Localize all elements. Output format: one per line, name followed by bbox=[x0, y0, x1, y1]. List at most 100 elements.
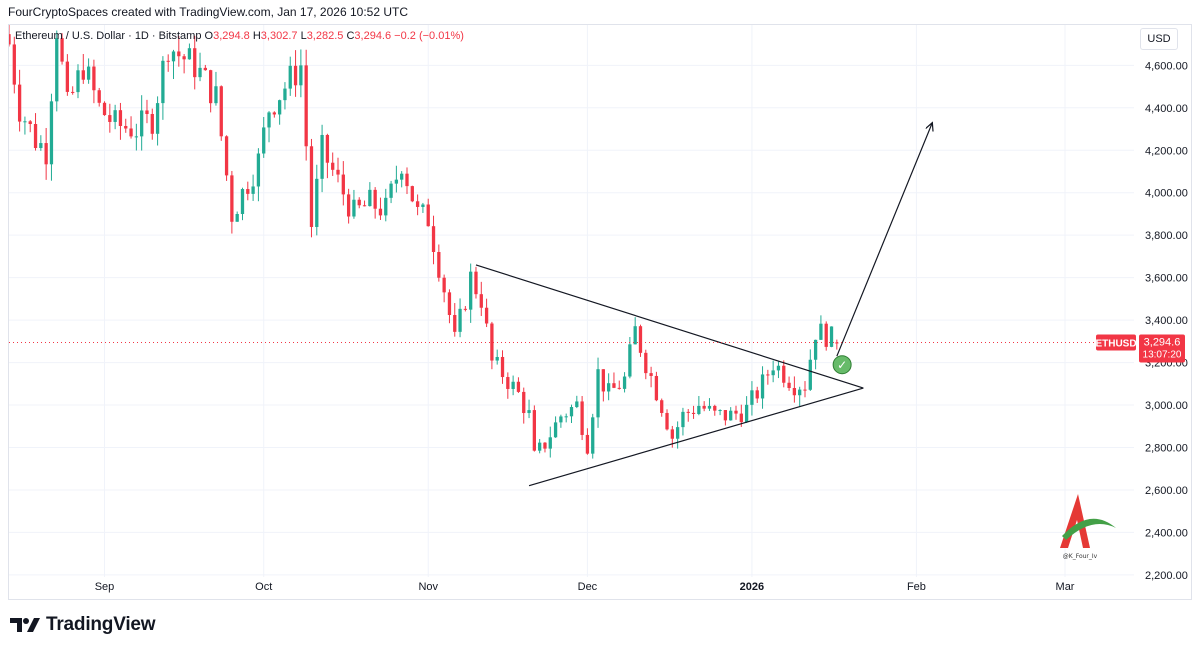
candle bbox=[262, 117, 266, 158]
candle bbox=[792, 376, 797, 403]
candle bbox=[198, 52, 202, 82]
candle bbox=[9, 25, 11, 47]
candle bbox=[384, 188, 388, 222]
candle bbox=[161, 56, 165, 120]
candle bbox=[771, 360, 775, 383]
low-value: 3,282.5 bbox=[306, 30, 344, 42]
candle bbox=[352, 189, 356, 219]
candle bbox=[766, 369, 770, 385]
candle bbox=[293, 50, 298, 97]
candle bbox=[628, 336, 632, 379]
candle bbox=[601, 369, 605, 402]
candle bbox=[240, 187, 245, 221]
candle bbox=[39, 135, 43, 151]
candle bbox=[219, 85, 223, 141]
price-tag-value: 3,294.6 bbox=[1144, 336, 1181, 348]
candle bbox=[299, 49, 303, 98]
candle bbox=[421, 202, 425, 213]
candle bbox=[787, 376, 791, 391]
candle bbox=[543, 442, 547, 453]
y-tick-label: 4,000.00 bbox=[1145, 188, 1188, 200]
candle bbox=[819, 315, 823, 340]
candle bbox=[65, 54, 70, 96]
tradingview-brand: TradingView bbox=[46, 614, 156, 635]
candle bbox=[644, 349, 648, 380]
candle bbox=[86, 58, 91, 84]
candle bbox=[97, 87, 101, 107]
candle bbox=[559, 414, 563, 428]
candle bbox=[511, 375, 515, 396]
symbol-legend: Ethereum / U.S. Dollar · 1D · Bitstamp O… bbox=[15, 30, 464, 42]
candle bbox=[17, 69, 22, 132]
candle bbox=[145, 99, 149, 124]
chart-credit: FourCryptoSpaces created with TradingVie… bbox=[8, 5, 408, 19]
candle bbox=[44, 127, 48, 180]
candle bbox=[633, 317, 637, 345]
x-tick-label: Oct bbox=[255, 581, 272, 593]
candle bbox=[256, 148, 261, 202]
candle bbox=[474, 266, 478, 299]
y-tick-label: 2,200.00 bbox=[1145, 570, 1188, 582]
breakout-check-marker[interactable]: ✓ bbox=[832, 355, 852, 375]
candle bbox=[553, 416, 558, 438]
candle bbox=[124, 118, 128, 133]
open-label: O bbox=[204, 30, 214, 42]
triangle-lower-line[interactable] bbox=[528, 387, 864, 487]
candle bbox=[410, 185, 414, 203]
y-tick-label: 3,800.00 bbox=[1145, 230, 1188, 242]
candle bbox=[750, 381, 754, 416]
triangle-upper-line[interactable] bbox=[475, 264, 864, 389]
candle bbox=[453, 303, 457, 337]
candle bbox=[744, 396, 749, 424]
high-value: 3,302.7 bbox=[260, 30, 298, 42]
x-tick-label: Feb bbox=[907, 581, 926, 593]
candle bbox=[224, 135, 229, 181]
candle bbox=[341, 161, 345, 206]
candle bbox=[400, 171, 404, 188]
candle bbox=[81, 54, 85, 84]
x-tick-label: Dec bbox=[578, 581, 598, 593]
candle bbox=[171, 49, 176, 80]
candle bbox=[479, 281, 483, 317]
candle bbox=[118, 102, 123, 140]
candle bbox=[134, 123, 139, 151]
candle bbox=[193, 35, 197, 90]
candle bbox=[92, 59, 96, 104]
candle bbox=[782, 360, 786, 388]
candle bbox=[829, 326, 834, 348]
candle bbox=[33, 113, 38, 151]
y-tick-label: 3,600.00 bbox=[1145, 273, 1188, 285]
candle bbox=[665, 409, 669, 431]
candle bbox=[209, 69, 213, 113]
candle bbox=[580, 396, 584, 441]
candle bbox=[527, 399, 531, 419]
high-label: H bbox=[252, 30, 261, 42]
candle bbox=[437, 244, 441, 282]
candle bbox=[304, 49, 308, 161]
projection-arrow[interactable] bbox=[836, 123, 933, 357]
candle bbox=[729, 407, 733, 421]
tradingview-logo[interactable]: TradingView bbox=[10, 614, 156, 636]
candle bbox=[272, 111, 276, 118]
candle bbox=[638, 324, 643, 357]
candle bbox=[362, 200, 367, 207]
chart-frame bbox=[8, 24, 1192, 600]
candle bbox=[532, 405, 536, 452]
candle bbox=[564, 413, 568, 423]
x-tick-label: Mar bbox=[1056, 581, 1075, 593]
candle bbox=[60, 33, 64, 65]
candle bbox=[230, 170, 234, 234]
candle bbox=[760, 366, 765, 409]
candle bbox=[522, 387, 526, 424]
check-icon: ✓ bbox=[837, 358, 847, 372]
currency-selector[interactable]: USD bbox=[1140, 28, 1178, 50]
candle bbox=[55, 30, 59, 112]
symbol-title: Ethereum / U.S. Dollar · 1D · Bitstamp bbox=[15, 30, 202, 42]
candle bbox=[155, 96, 160, 146]
candle bbox=[713, 404, 717, 416]
close-label: C bbox=[346, 30, 355, 42]
y-tick-label: 4,200.00 bbox=[1145, 145, 1188, 157]
candles bbox=[9, 25, 839, 459]
candle bbox=[129, 116, 133, 139]
